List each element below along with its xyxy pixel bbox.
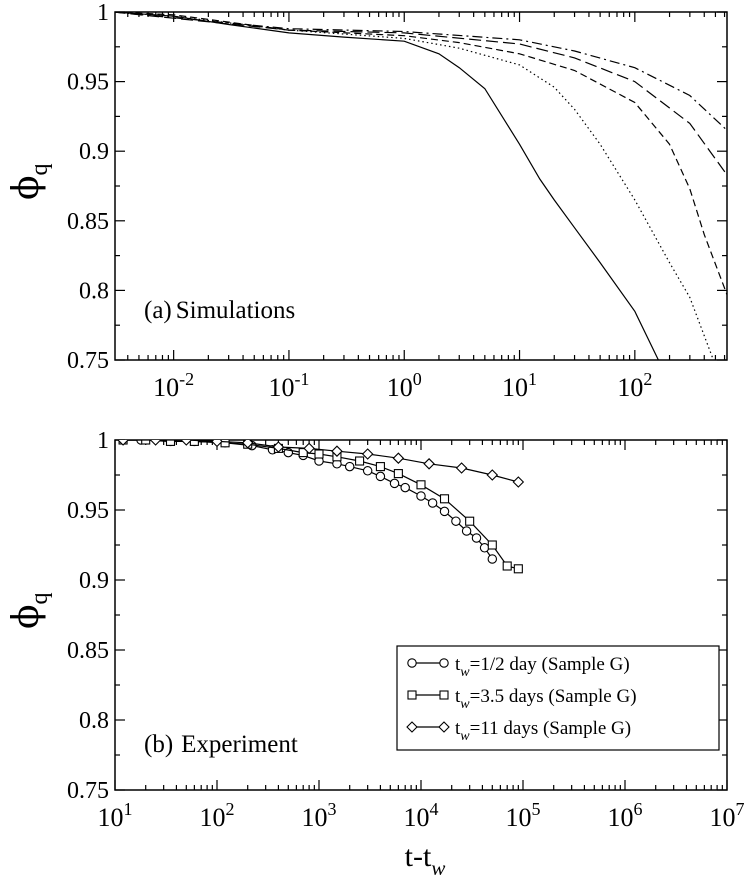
data-point — [392, 452, 405, 464]
x-axis-label: t-tw — [405, 840, 446, 878]
series-long-dash — [115, 12, 727, 176]
x-tick-label: 104 — [404, 799, 439, 832]
y-tick-label: 0.95 — [67, 70, 109, 96]
data-point — [406, 721, 418, 733]
y-tick-label: 0.95 — [67, 498, 109, 524]
series-dash-dot — [115, 12, 727, 131]
y-axis-label: ϕq — [6, 163, 53, 200]
series-line — [115, 12, 727, 295]
legend-label: tw=11 days (Sample G) — [455, 718, 631, 744]
data-point — [427, 498, 438, 508]
series-line — [123, 440, 493, 560]
y-tick-label: 0.9 — [79, 568, 109, 594]
panel-annotation: (b) Experiment — [144, 731, 298, 758]
data-point — [423, 458, 435, 470]
data-point — [487, 540, 497, 550]
data-point — [455, 462, 468, 474]
series-tw-11-days — [117, 440, 525, 488]
y-tick-label: 1 — [97, 428, 109, 454]
x-tick-label: 103 — [302, 799, 337, 832]
x-tick-label: 101 — [98, 799, 133, 832]
data-point — [487, 554, 498, 564]
x-tick-label: 10-1 — [268, 369, 309, 402]
data-point — [389, 478, 400, 489]
data-point — [486, 469, 499, 481]
data-point — [471, 533, 482, 543]
series-line — [115, 12, 727, 176]
data-point — [314, 449, 324, 459]
legend-label: tw=1/2 day (Sample G) — [455, 654, 630, 680]
data-point — [149, 440, 162, 446]
y-tick-label: 0.9 — [79, 139, 109, 165]
series-dashed — [115, 12, 727, 295]
data-point — [344, 461, 355, 472]
data-point — [479, 543, 490, 553]
data-point — [303, 442, 315, 455]
data-point — [211, 440, 223, 448]
x-tick-label: 107 — [710, 799, 745, 832]
data-point — [272, 441, 285, 453]
data-point — [393, 469, 403, 479]
data-point — [117, 440, 129, 446]
x-tick-label: 10-2 — [153, 369, 194, 402]
data-point — [407, 658, 417, 668]
data-point — [461, 526, 472, 536]
y-tick-label: 0.8 — [79, 278, 109, 304]
y-tick-label: 0.85 — [67, 209, 109, 235]
legend: tw=1/2 day (Sample G) tw=3.5 days (Sample… — [396, 645, 720, 751]
series-line — [115, 12, 659, 360]
x-tick-label: 100 — [387, 369, 422, 402]
y-tick-label: 0.75 — [67, 778, 109, 804]
data-point — [416, 480, 426, 490]
x-tick-label: 102 — [617, 369, 652, 402]
series-tw-3-5-days — [118, 440, 523, 574]
data-point — [331, 445, 343, 457]
legend-label: tw=3.5 days (Sample G) — [455, 686, 637, 712]
data-point — [189, 440, 199, 446]
data-point — [502, 561, 512, 571]
y-axis-label: ϕq — [6, 592, 53, 629]
data-point — [165, 440, 176, 446]
data-point — [355, 456, 365, 466]
data-point — [375, 462, 385, 472]
series-solid — [115, 12, 659, 360]
panel-annotation: (a) Simulations — [144, 297, 295, 324]
data-point — [513, 564, 523, 574]
data-point — [180, 440, 193, 446]
data-point — [400, 482, 410, 493]
data-point — [220, 440, 230, 448]
data-point — [512, 476, 525, 488]
y-tick-label: 0.75 — [67, 348, 109, 374]
data-point — [439, 658, 449, 668]
data-point — [141, 440, 151, 445]
x-tick-label: 102 — [200, 799, 235, 832]
data-point — [465, 516, 475, 526]
data-point — [241, 440, 254, 449]
y-tick-label: 0.85 — [67, 638, 109, 664]
panel-experiment: 0.75 0.8 0.85 0.9 0.95 1 101 102 103 104 105 106 107… — [6, 428, 745, 878]
data-point — [375, 471, 386, 482]
data-point — [361, 448, 374, 460]
data-point — [439, 690, 449, 700]
series-line — [115, 12, 727, 131]
data-point — [416, 491, 426, 501]
legend-box — [396, 645, 720, 751]
y-tick-label: 0.8 — [79, 708, 109, 734]
data-point — [407, 690, 417, 700]
data-point — [362, 466, 373, 476]
data-point — [439, 494, 450, 504]
panel-simulations: 0.75 0.8 0.85 0.9 0.95 1 10-2 10-1 100 101 102 ϕq (a… — [6, 0, 728, 402]
y-tick-label: 1 — [97, 0, 109, 26]
x-tick-label: 101 — [502, 369, 537, 402]
data-point — [451, 516, 461, 526]
data-point — [438, 721, 450, 733]
data-point — [439, 506, 450, 517]
x-tick-label: 105 — [506, 799, 541, 832]
x-tick-label: 106 — [608, 799, 643, 832]
